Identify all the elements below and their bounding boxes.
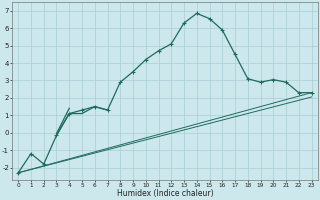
X-axis label: Humidex (Indice chaleur): Humidex (Indice chaleur) [116,189,213,198]
